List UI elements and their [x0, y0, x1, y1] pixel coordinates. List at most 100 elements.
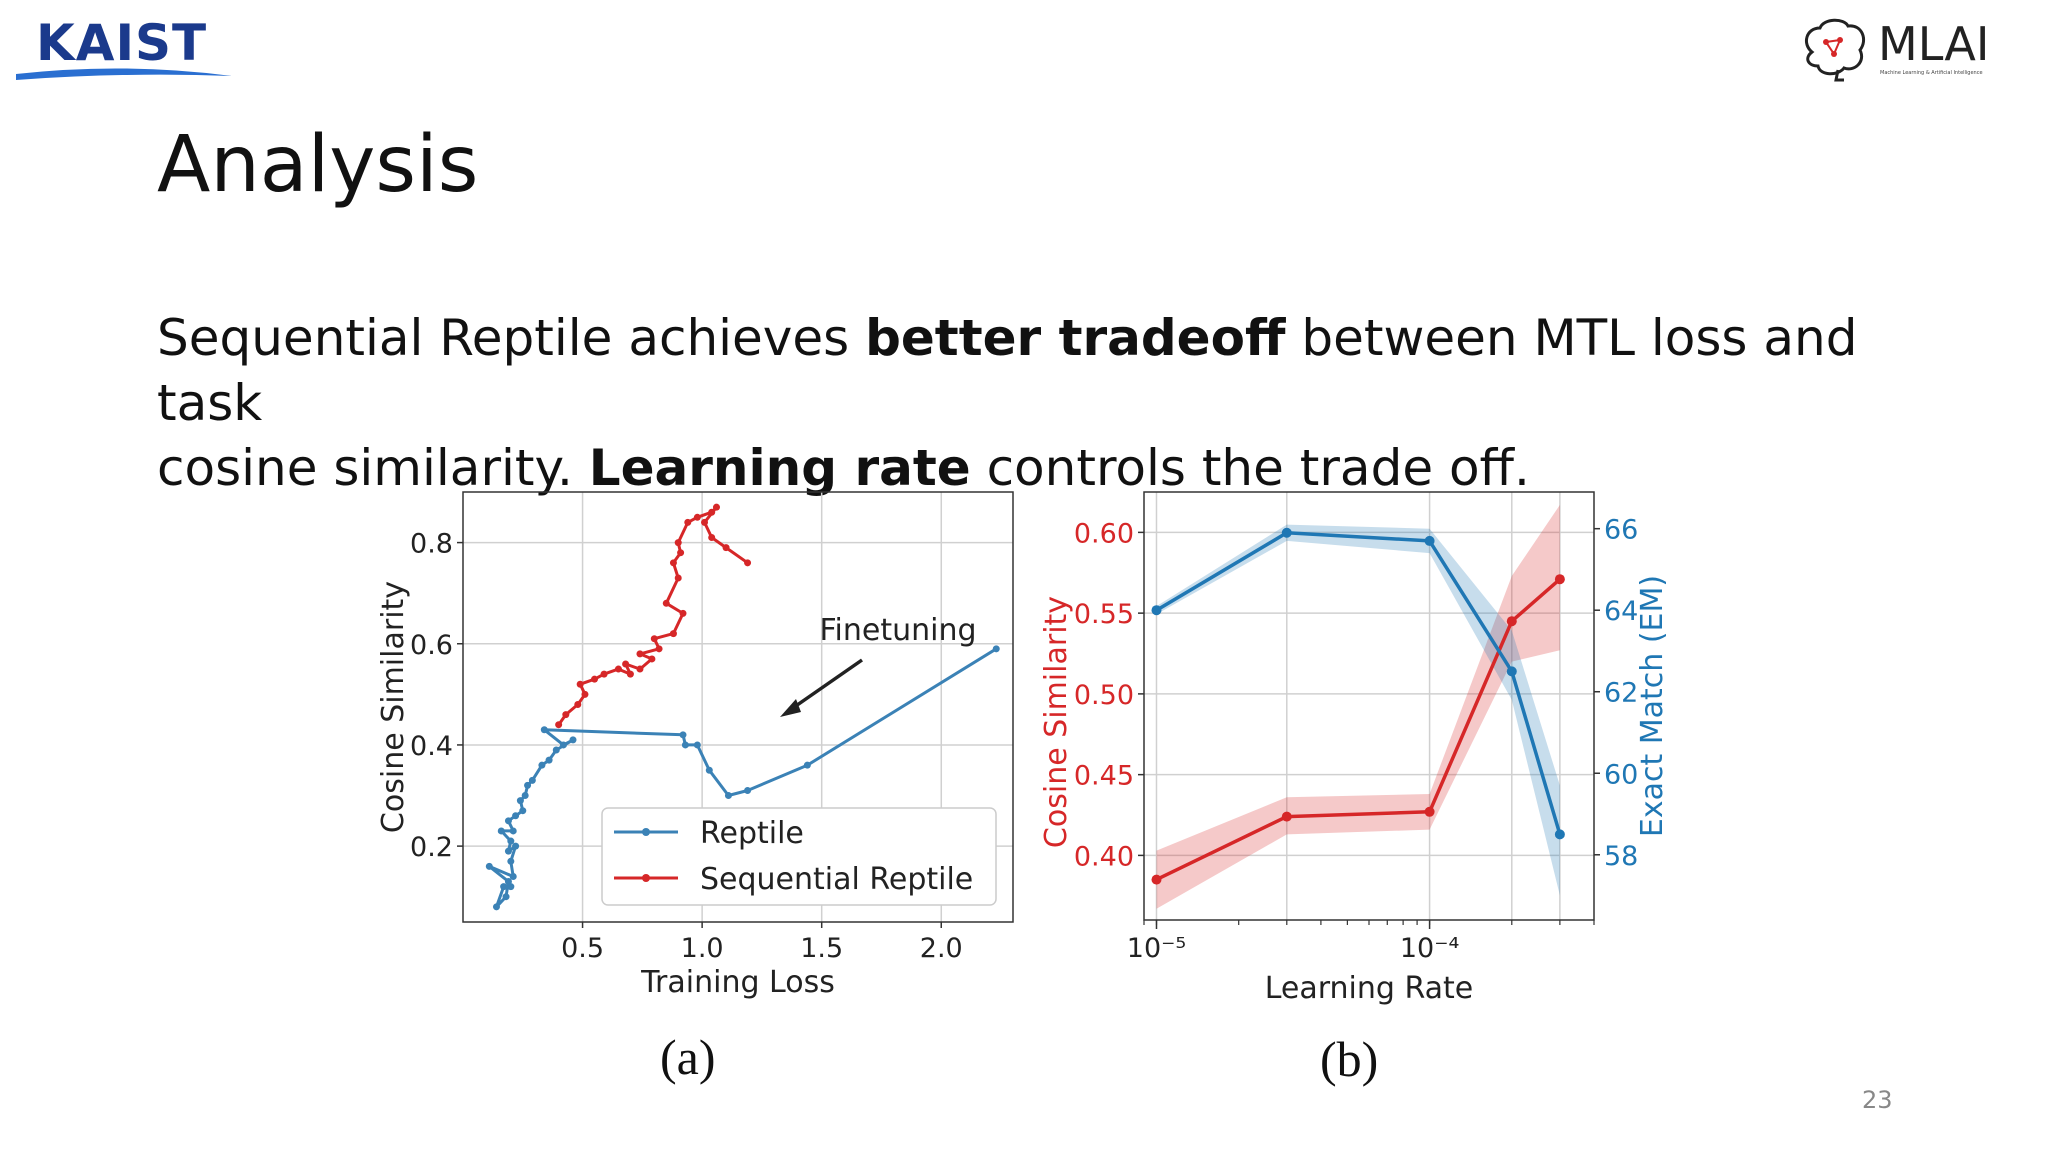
- chart-b-xtick-label: 10⁻⁴: [1400, 933, 1459, 964]
- slide-title: Analysis: [157, 120, 479, 210]
- chart-a-reptile-point: [992, 645, 1000, 653]
- chart-a-reptile-point: [803, 761, 811, 769]
- chart-a-reptile-point: [552, 746, 560, 754]
- chart-a-legend-swatch-marker: [642, 874, 650, 882]
- chart-a-sequential-reptile-point: [600, 670, 608, 678]
- chart-a-sequential-reptile-point: [684, 518, 692, 526]
- chart-a-reptile-point: [512, 842, 520, 850]
- chart-a-sequential-reptile-point: [576, 680, 584, 688]
- chart-a-reptile-point: [509, 872, 517, 880]
- chart-b-ytick-label-left: 0.55: [1074, 599, 1134, 630]
- chart-a-sequential-reptile-point: [636, 665, 644, 673]
- chart-a-reptile-point: [497, 827, 505, 835]
- chart-b-ytick-label-right: 60: [1604, 759, 1638, 790]
- chart-a-sequential-reptile-point: [648, 655, 656, 663]
- chart-a-xtick-label: 0.5: [561, 933, 604, 964]
- chart-a-reptile-point: [679, 731, 687, 739]
- chart-a-sequential-reptile-point: [708, 534, 716, 542]
- chart-a-ylabel: Cosine Similarity: [376, 581, 411, 833]
- chart-b-xlabel: Learning Rate: [1265, 971, 1474, 1006]
- chart-a-reptile-point: [492, 903, 500, 911]
- chart-b-ytick-label-right: 64: [1604, 596, 1638, 627]
- chart-a-reptile-point: [559, 741, 567, 749]
- chart-a-sequential-reptile-point: [581, 690, 589, 698]
- chart-a-sequential-reptile-point: [655, 645, 663, 653]
- chart-a-sequential-reptile-point: [591, 675, 599, 683]
- chart-a-reptile-point: [521, 792, 529, 800]
- chart-a-ytick-label: 0.4: [410, 731, 453, 762]
- chart-a-xtick-label: 1.0: [681, 933, 724, 964]
- chart-a-annotation-arrowhead: [780, 699, 801, 717]
- chart-a-reptile-point: [724, 792, 732, 800]
- chart-a-reptile-point: [538, 761, 546, 769]
- chart-a-sequential-reptile-point: [669, 559, 677, 567]
- chart-a-sequential-reptile-point: [574, 700, 582, 708]
- chart-a-xtick-label: 1.5: [800, 933, 843, 964]
- chart-b-cosine-band: [1156, 504, 1560, 909]
- slide-body-text: Sequential Reptile achieves better trade…: [157, 306, 1937, 501]
- chart-b-ytick-label-right: 62: [1604, 678, 1638, 709]
- body-emphasis-tradeoff: better tradeoff: [865, 309, 1286, 367]
- chart-a-reptile-point: [509, 827, 517, 835]
- chart-a-sequential-reptile-point: [614, 665, 622, 673]
- chart-b-xtick-label: 10⁻⁵: [1127, 933, 1186, 964]
- chart-b-ytick-label-left: 0.50: [1074, 680, 1134, 711]
- chart-a-reptile-point: [528, 776, 536, 784]
- chart-b-frame: [1143, 491, 1595, 921]
- chart-a-sequential-reptile-point: [674, 574, 682, 582]
- chart-a-legend-swatch-marker: [642, 828, 650, 836]
- chart-b-ytick-label-left: 0.45: [1074, 761, 1134, 792]
- chart-a-frame: [462, 491, 1014, 923]
- chart-b-ytick-label-left: 0.60: [1074, 518, 1134, 549]
- chart-a-ytick-label: 0.2: [410, 832, 453, 863]
- chart-a-sequential-reptile-point: [662, 599, 670, 607]
- chart-a-reptile-point: [516, 797, 524, 805]
- chart-a-legend-label: Reptile: [700, 816, 804, 851]
- caption-b: (b): [1320, 1031, 1379, 1087]
- page-number: 23: [1862, 1086, 1893, 1114]
- chart-a-sequential-reptile-point: [701, 518, 709, 526]
- chart-a-reptile-point: [507, 837, 515, 845]
- chart-a-ytick-label: 0.6: [410, 630, 453, 661]
- chart-a-reptile-point: [681, 741, 689, 749]
- chart-a-reptile-point: [485, 862, 493, 870]
- body-line1-c: between MTL loss and task: [157, 309, 1858, 432]
- kaist-logo-text: KAIST: [36, 14, 207, 72]
- chart-a-xtick-label: 2.0: [920, 933, 963, 964]
- chart-a-reptile-point: [500, 883, 508, 891]
- chart-a-sequential-reptile-point: [650, 635, 658, 643]
- chart-a-reptile-point: [545, 756, 553, 764]
- chart-b-em-point: [1281, 527, 1292, 538]
- chart-a-sequential-reptile-point: [555, 721, 563, 729]
- chart-b-ylabel-right: Exact Match (EM): [1635, 575, 1670, 837]
- chart-a-sequential-reptile-point: [693, 513, 701, 521]
- chart-a-sequential-reptile-point: [712, 503, 720, 511]
- chart-a-ytick-label: 0.8: [410, 529, 453, 560]
- chart-a-reptile-point: [705, 766, 713, 774]
- chart-a-annotation-finetuning: Finetuning: [819, 613, 976, 648]
- chart-a-reptile-point: [540, 726, 548, 734]
- chart-b-ytick-label-right: 58: [1604, 841, 1638, 872]
- chart-b-em-point: [1506, 666, 1517, 677]
- chart-a-sequential-reptile-point: [626, 670, 634, 678]
- kaist-logo-swoosh: [16, 68, 232, 80]
- chart-a-reptile-point: [524, 781, 532, 789]
- chart-a-legend-box: [601, 807, 997, 906]
- mlai-logo-subtext: Machine Learning & Artificial Intelligen…: [1880, 70, 1983, 76]
- chart-a-reptile-point: [507, 883, 515, 891]
- chart-a-reptile-point: [504, 847, 512, 855]
- chart-b-cosine-point: [1506, 616, 1517, 627]
- chart-a-reptile-point: [502, 893, 510, 901]
- chart-a-reptile-point: [569, 736, 577, 744]
- chart-a-reptile-point: [693, 741, 701, 749]
- chart-a-sequential-reptile-point: [622, 660, 630, 668]
- chart-a-reptile-point: [519, 807, 527, 815]
- chart-a-sequential-reptile-point: [708, 508, 716, 516]
- chart-b-em-point: [1554, 829, 1565, 840]
- chart-a-sequential-reptile-point: [679, 609, 687, 617]
- body-line2-c: controls the trade off.: [970, 439, 1530, 497]
- chart-b-cosine-point: [1281, 811, 1292, 822]
- chart-a-sequential-reptile-point: [722, 544, 730, 552]
- chart-a-reptile-point: [507, 857, 515, 865]
